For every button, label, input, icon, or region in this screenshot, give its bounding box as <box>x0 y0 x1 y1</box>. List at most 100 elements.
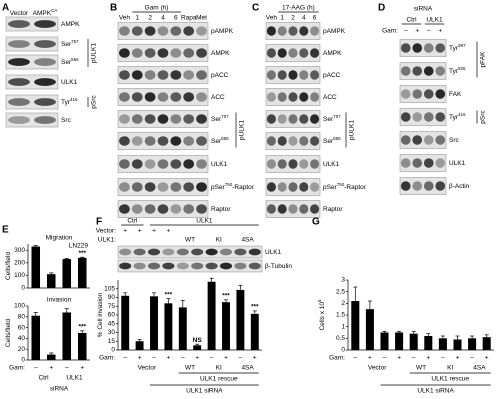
panel-letter: G <box>312 217 320 228</box>
row-label-sup: 416 <box>70 97 78 102</box>
blot-band <box>131 182 143 192</box>
blot-band <box>400 112 411 122</box>
blot-band <box>144 26 156 36</box>
blot-band <box>170 26 182 36</box>
error-bar <box>440 335 445 339</box>
y-tick-label: 1 <box>341 323 345 330</box>
blot-band <box>196 92 207 102</box>
error-bar <box>180 300 185 308</box>
row-label: Raptor <box>323 206 343 213</box>
gam-sign: + <box>368 355 372 362</box>
blot-strip <box>399 177 447 195</box>
group-label: Vector <box>368 365 387 372</box>
row-label-sup: 792 <box>225 182 233 187</box>
row-label-text: pSer <box>323 184 338 191</box>
blot-band <box>34 98 56 106</box>
blot-band <box>288 92 298 102</box>
blot-band <box>400 135 411 145</box>
blot-band <box>412 181 423 191</box>
error-bar <box>195 343 200 346</box>
row-label-text: Ser <box>61 41 72 48</box>
y-axis-label-sup: 5 <box>317 299 322 302</box>
gam-sign: + <box>49 365 53 372</box>
blot-band <box>34 58 56 66</box>
blot-band <box>277 92 287 102</box>
y-tick-label: 60 <box>108 312 116 319</box>
error-bar <box>64 308 69 313</box>
row-label: Raptor <box>211 206 231 213</box>
panel-letter: D <box>378 3 385 14</box>
gam-sign: – <box>404 28 408 35</box>
blot-band <box>144 136 156 146</box>
blot-band <box>266 136 276 146</box>
bar <box>178 307 187 350</box>
blot-band <box>131 26 143 36</box>
bracket-label: ULK1 siRNA <box>186 388 223 395</box>
blot-band <box>196 136 207 146</box>
row-label-sup: 925 <box>458 66 466 71</box>
blot-band <box>423 43 434 53</box>
blot-band <box>435 89 446 99</box>
blot-band <box>8 116 30 124</box>
y-tick-label: 105 <box>104 285 115 292</box>
row-label: Src <box>449 137 460 144</box>
blot-band <box>310 204 320 214</box>
row-label-text: ULK1 <box>211 161 228 168</box>
blot-band <box>157 136 169 146</box>
blot-strip <box>399 85 447 103</box>
error-bar <box>64 258 69 260</box>
row-header: Vector: <box>96 228 116 235</box>
error-bar <box>166 298 171 304</box>
row-label-text: ACC <box>323 94 337 101</box>
blot-strip <box>399 39 447 57</box>
lane-label: 4 <box>161 15 165 22</box>
blot-band <box>400 89 411 99</box>
blot-band <box>131 48 143 58</box>
blot-band <box>266 114 276 124</box>
bar <box>62 259 72 288</box>
blot-band <box>119 70 130 80</box>
bracket-label: pFAK <box>480 51 487 68</box>
blot-band <box>299 136 309 146</box>
blot-band <box>288 26 298 36</box>
lane-label: 1 <box>135 15 139 22</box>
blot-band <box>435 43 446 53</box>
blot-band <box>196 204 207 214</box>
blot-band <box>412 66 423 76</box>
lane-label: AMPKCA <box>33 8 58 17</box>
lane-label: 1 <box>280 15 284 22</box>
blot-band <box>266 159 276 169</box>
error-bar <box>484 334 489 338</box>
bar <box>164 303 173 350</box>
y-tick-label: 90 <box>108 294 116 301</box>
row-label: Ser757 <box>61 39 79 48</box>
blot-band <box>133 262 146 270</box>
blot-band <box>119 262 132 270</box>
lane-label: Veh <box>266 15 278 22</box>
error-bar <box>426 333 431 336</box>
row-label: ULK1 <box>61 79 78 86</box>
row-label: Ser555 <box>323 136 341 145</box>
blot-band <box>157 48 169 58</box>
bar <box>31 246 41 288</box>
blot-band <box>196 70 207 80</box>
gam-sign: – <box>427 28 431 35</box>
blot-band <box>412 135 423 145</box>
y-tick-label: 60 <box>18 324 26 331</box>
error-bar <box>470 335 475 339</box>
y-axis-label: Cells/field <box>5 252 12 281</box>
row-label: Tyr925 <box>449 66 466 75</box>
significance-label: *** <box>78 250 86 257</box>
row-label-text: pACC <box>323 72 341 79</box>
error-bar <box>353 286 358 301</box>
row-label: Ser555 <box>211 136 229 145</box>
y-axis-label: Cells/field <box>5 319 12 348</box>
y-axis-label-text: Cells x 10 <box>319 302 326 331</box>
row-label: ULK1 <box>323 161 340 168</box>
group-label: ULK1 <box>426 17 443 24</box>
significance-label: NS <box>193 337 203 344</box>
bar <box>46 274 56 288</box>
blot-band <box>435 112 446 122</box>
blot-band <box>183 159 195 169</box>
bracket-label: ULK1 rescue <box>431 376 469 383</box>
